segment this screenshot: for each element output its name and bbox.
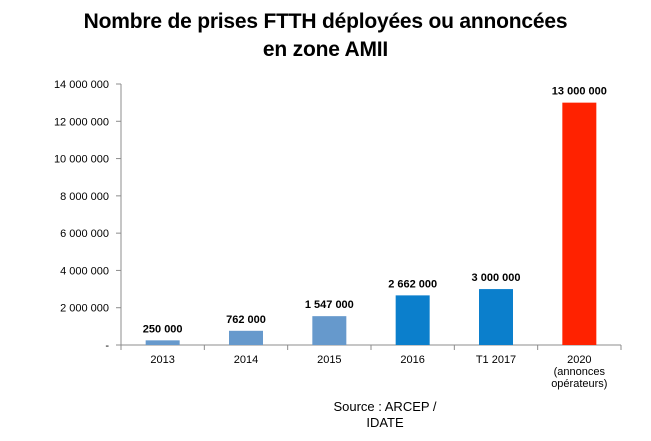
- bar-1: [145, 340, 180, 345]
- x-tick-label: 2014: [234, 354, 258, 366]
- bar-6: [562, 102, 597, 346]
- x-tick-label: opérateurs): [551, 378, 607, 390]
- x-tick-label: 2013: [150, 354, 174, 366]
- source-line-1: Source : ARCEP /: [333, 399, 437, 414]
- chart-title: Nombre de prises FTTH déployées ou annon…: [0, 8, 651, 64]
- y-tick-label: 4 000 000: [60, 265, 109, 277]
- chart-title-line-1: Nombre de prises FTTH déployées ou annon…: [83, 10, 568, 33]
- source-note: Source : ARCEP / IDATE: [290, 399, 480, 431]
- source-line-2: IDATE: [366, 415, 404, 430]
- data-label: 3 000 000: [472, 272, 521, 284]
- data-label: 13 000 000: [552, 86, 607, 98]
- y-tick-label: 8 000 000: [60, 191, 109, 203]
- bar-3: [312, 316, 347, 345]
- chart-title-line-2: en zone AMII: [262, 38, 389, 61]
- x-tick-label: 2020: [567, 354, 591, 366]
- y-tick-label: 6 000 000: [60, 228, 109, 240]
- bar-5: [479, 289, 513, 345]
- y-tick-label: 12 000 000: [54, 116, 109, 128]
- data-label: 250 000: [143, 323, 183, 335]
- data-label: 762 000: [226, 314, 266, 326]
- y-tick-label: -: [105, 340, 109, 352]
- x-tick-label: T1 2017: [476, 354, 516, 366]
- y-tick-label: 14 000 000: [54, 79, 109, 91]
- y-tick-label: 2 000 000: [60, 303, 109, 315]
- x-tick-label: (annonces: [554, 366, 606, 378]
- bar-4: [395, 295, 430, 345]
- bar-2: [229, 330, 263, 345]
- x-tick-label: 2016: [400, 354, 424, 366]
- y-tick-label: 10 000 000: [54, 154, 109, 166]
- data-label: 2 662 000: [388, 278, 437, 290]
- data-label: 1 547 000: [305, 299, 354, 311]
- x-tick-label: 2015: [317, 354, 341, 366]
